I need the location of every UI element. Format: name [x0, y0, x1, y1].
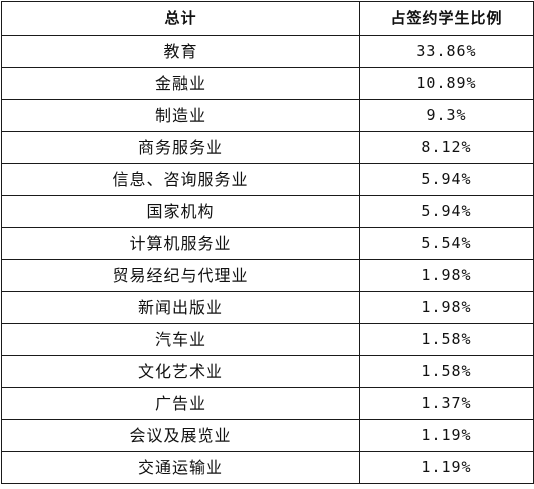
share-cell: 1.98%: [359, 259, 534, 292]
industry-cell: 文化艺术业: [1, 355, 360, 388]
table-row: 广告业 1.37%: [1, 387, 534, 420]
table-header-row: 总计 占签约学生比例: [1, 1, 534, 36]
industry-cell: 信息、咨询服务业: [1, 163, 360, 196]
column-header-total: 总计: [1, 1, 360, 36]
table-row: 贸易经纪与代理业 1.98%: [1, 259, 534, 292]
table-row: 新闻出版业 1.98%: [1, 291, 534, 324]
industry-cell: 金融业: [1, 67, 360, 100]
share-cell: 33.86%: [359, 35, 534, 68]
industry-cell: 教育: [1, 35, 360, 68]
table-row: 金融业 10.89%: [1, 67, 534, 100]
industry-cell: 新闻出版业: [1, 291, 360, 324]
table-row: 信息、咨询服务业 5.94%: [1, 163, 534, 196]
share-cell: 8.12%: [359, 131, 534, 164]
table-row: 计算机服务业 5.54%: [1, 227, 534, 260]
industry-cell: 会议及展览业: [1, 419, 360, 452]
table-row: 商务服务业 8.12%: [1, 131, 534, 164]
industry-cell: 广告业: [1, 387, 360, 420]
industry-cell: 商务服务业: [1, 131, 360, 164]
table-row: 国家机构 5.94%: [1, 195, 534, 228]
share-cell: 1.19%: [359, 451, 534, 484]
table-row: 制造业 9.3%: [1, 99, 534, 132]
industry-cell: 贸易经纪与代理业: [1, 259, 360, 292]
share-cell: 1.58%: [359, 323, 534, 356]
share-cell: 1.37%: [359, 387, 534, 420]
share-cell: 1.98%: [359, 291, 534, 324]
table-body: 教育 33.86% 金融业 10.89% 制造业 9.3% 商务服务业 8.12…: [1, 35, 534, 484]
share-cell: 5.94%: [359, 195, 534, 228]
table-row: 文化艺术业 1.58%: [1, 355, 534, 388]
share-cell: 10.89%: [359, 67, 534, 100]
industry-cell: 计算机服务业: [1, 227, 360, 260]
industry-cell: 制造业: [1, 99, 360, 132]
table-row: 会议及展览业 1.19%: [1, 419, 534, 452]
industry-cell: 汽车业: [1, 323, 360, 356]
share-cell: 1.19%: [359, 419, 534, 452]
share-cell: 1.58%: [359, 355, 534, 388]
industry-cell: 交通运输业: [1, 451, 360, 484]
share-cell: 5.54%: [359, 227, 534, 260]
industry-cell: 国家机构: [1, 195, 360, 228]
table-row: 教育 33.86%: [1, 35, 534, 68]
share-cell: 9.3%: [359, 99, 534, 132]
share-cell: 5.94%: [359, 163, 534, 196]
column-header-share: 占签约学生比例: [359, 1, 534, 36]
table-row: 交通运输业 1.19%: [1, 451, 534, 484]
table-row: 汽车业 1.58%: [1, 323, 534, 356]
